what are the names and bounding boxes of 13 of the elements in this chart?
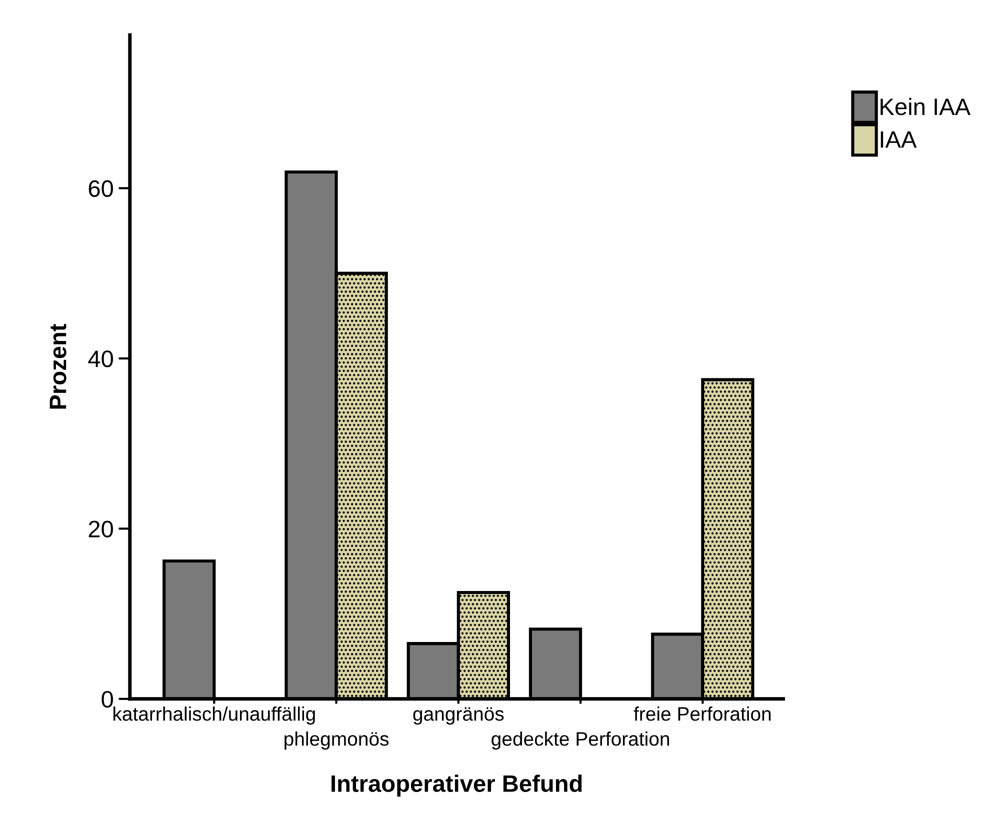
x-tick-label: gangränös [413, 707, 504, 725]
y-tick-label: 0 [102, 690, 113, 708]
x-tick-label: katarrhalisch/unauffällig [114, 706, 315, 725]
y-tick-label: 20 [88, 520, 113, 538]
legend-label: Kein IAA [880, 98, 971, 116]
y-axis-title: Prozent [50, 324, 66, 409]
x-axis-title: Intraoperativer Befund [332, 774, 582, 797]
x-tick-label: gedeckte Perforation [492, 732, 669, 750]
x-tick-label: freie Perforation [634, 706, 771, 721]
legend-label: IAA [880, 131, 917, 148]
y-tick-label: 40 [88, 350, 113, 368]
y-tick-label: 60 [88, 180, 113, 197]
x-tick-label: phlegmonös [284, 732, 389, 750]
